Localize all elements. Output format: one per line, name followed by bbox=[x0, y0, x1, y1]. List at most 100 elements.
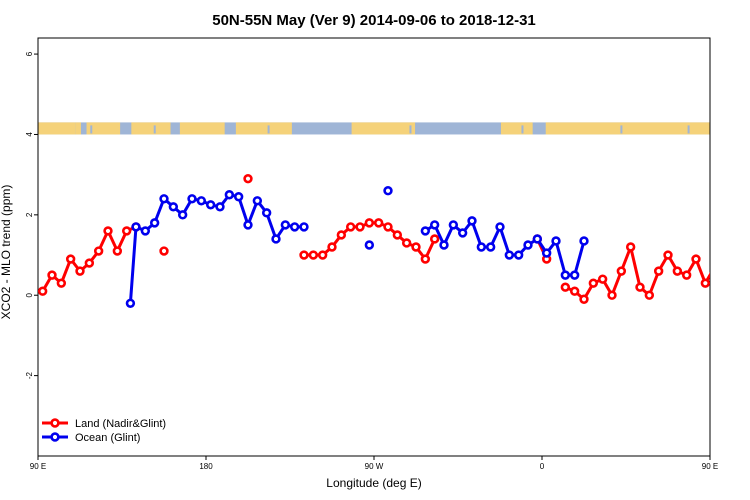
data-point bbox=[644, 290, 655, 300]
data-point bbox=[224, 190, 235, 200]
data-point bbox=[252, 196, 263, 206]
legend-label: Land (Nadir&Glint) bbox=[75, 418, 166, 430]
series-line bbox=[424, 219, 586, 277]
data-point bbox=[495, 222, 505, 232]
data-point bbox=[243, 173, 253, 184]
data-point bbox=[125, 298, 136, 308]
data-point bbox=[196, 196, 207, 206]
legend-label: Ocean (Glint) bbox=[75, 432, 140, 444]
x-tick-label: 90 E bbox=[30, 462, 46, 471]
strip-ocean-speck bbox=[687, 125, 690, 134]
data-point bbox=[607, 290, 617, 300]
data-point bbox=[730, 272, 737, 279]
data-point bbox=[299, 222, 309, 232]
data-point bbox=[168, 202, 179, 212]
data-point bbox=[532, 234, 543, 244]
strip-land bbox=[131, 122, 171, 135]
data-point bbox=[635, 282, 645, 292]
data-point bbox=[317, 250, 328, 260]
data-point bbox=[103, 226, 113, 236]
data-point bbox=[345, 222, 356, 232]
strip-land bbox=[38, 122, 76, 135]
data-point bbox=[420, 226, 431, 236]
strip-land bbox=[500, 122, 533, 135]
data-point bbox=[429, 220, 440, 230]
data-point bbox=[187, 194, 197, 204]
y-tick-label: -2 bbox=[25, 372, 34, 380]
series-layer bbox=[38, 173, 746, 308]
data-point bbox=[476, 242, 487, 252]
data-point bbox=[439, 240, 449, 250]
data-point bbox=[205, 200, 216, 210]
data-point bbox=[261, 208, 272, 218]
strip-ocean-speck bbox=[620, 125, 623, 134]
data-point bbox=[355, 222, 365, 232]
data-point bbox=[420, 254, 431, 264]
data-point bbox=[513, 250, 524, 260]
strip-land bbox=[86, 122, 121, 135]
data-point bbox=[177, 210, 188, 220]
data-point bbox=[215, 202, 225, 212]
data-point bbox=[579, 236, 589, 246]
data-point bbox=[597, 274, 608, 284]
x-tick-label: 90 E bbox=[702, 462, 718, 471]
series-line bbox=[564, 245, 710, 301]
strip-land bbox=[179, 122, 225, 135]
x-tick-label: 180 bbox=[199, 462, 213, 471]
data-point bbox=[38, 286, 48, 296]
data-point bbox=[233, 192, 244, 202]
data-point bbox=[411, 242, 421, 252]
data-point bbox=[271, 234, 281, 244]
data-point bbox=[653, 266, 664, 276]
data-point bbox=[243, 220, 253, 230]
data-point bbox=[672, 266, 683, 276]
data-point bbox=[448, 220, 459, 230]
data-point bbox=[709, 266, 710, 268]
data-point bbox=[112, 246, 123, 256]
strip-land bbox=[351, 122, 416, 135]
data-point bbox=[392, 230, 403, 240]
data-point bbox=[383, 186, 393, 196]
data-point bbox=[327, 242, 337, 252]
data-point bbox=[523, 240, 533, 250]
data-point bbox=[56, 278, 67, 288]
strip-ocean-speck bbox=[409, 125, 412, 134]
data-point bbox=[625, 242, 636, 252]
data-point bbox=[289, 222, 300, 232]
data-point bbox=[700, 278, 710, 288]
data-point bbox=[75, 266, 85, 276]
chart-title: 50N-55N May (Ver 9) 2014-09-06 to 2018-1… bbox=[212, 12, 536, 29]
strip-ocean-speck bbox=[90, 125, 93, 134]
data-point bbox=[308, 250, 319, 260]
data-point bbox=[551, 236, 561, 246]
data-point bbox=[691, 254, 701, 264]
x-tick-label: 90 W bbox=[365, 462, 384, 471]
data-point bbox=[616, 266, 627, 276]
data-point bbox=[159, 194, 169, 204]
data-point bbox=[401, 238, 412, 248]
data-point bbox=[739, 280, 746, 287]
data-point bbox=[560, 282, 571, 292]
x-axis-label: Longitude (deg E) bbox=[326, 476, 421, 490]
data-point bbox=[47, 270, 57, 280]
data-point bbox=[383, 222, 393, 232]
data-point bbox=[364, 240, 375, 250]
data-point bbox=[299, 250, 309, 260]
data-point bbox=[65, 254, 76, 264]
data-point bbox=[579, 294, 589, 304]
legend-marker bbox=[50, 432, 60, 442]
data-point bbox=[93, 246, 104, 256]
data-point bbox=[560, 270, 571, 280]
data-point bbox=[84, 258, 95, 268]
data-point bbox=[663, 250, 673, 260]
plot-frame bbox=[37, 37, 711, 457]
strip-land bbox=[75, 122, 81, 135]
data-point bbox=[721, 288, 728, 295]
strip-ocean-speck bbox=[267, 125, 270, 134]
y-axis-label: XCO2 - MLO trend (ppm) bbox=[0, 185, 13, 320]
data-point bbox=[569, 270, 580, 280]
data-point bbox=[504, 250, 515, 260]
data-point bbox=[159, 246, 169, 256]
strip-land bbox=[545, 122, 710, 135]
